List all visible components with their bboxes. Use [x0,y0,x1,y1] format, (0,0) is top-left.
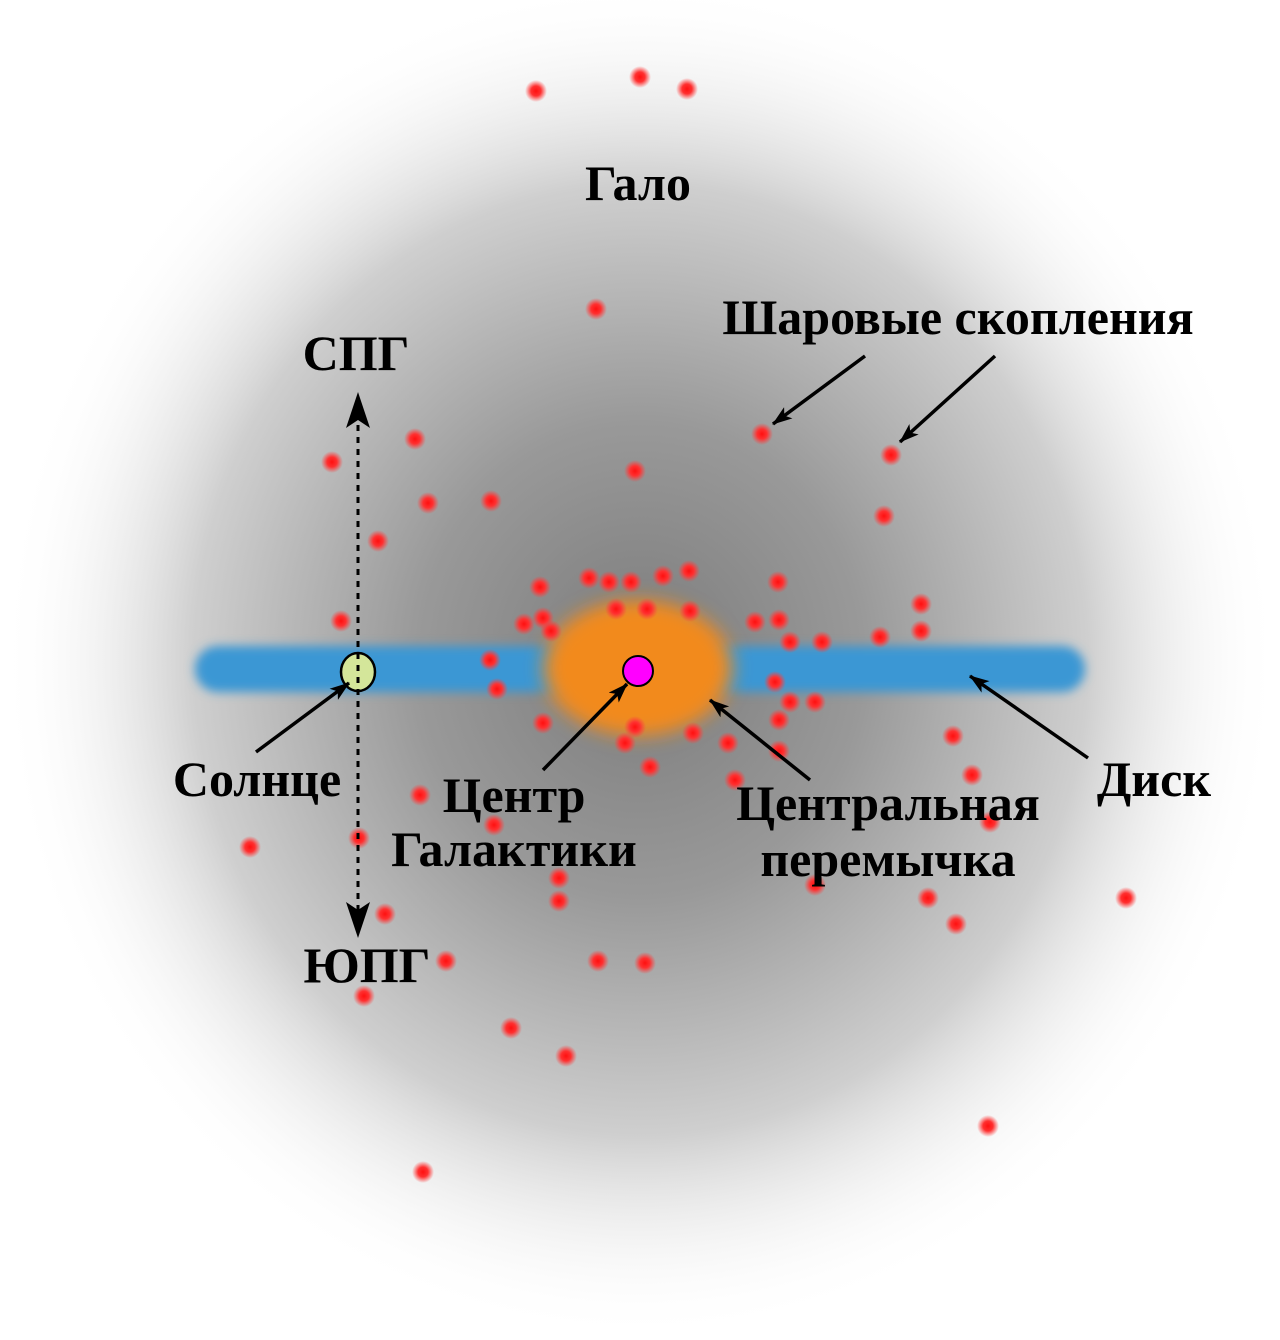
globular-cluster-dot [779,691,801,713]
globular-cluster-dot [374,903,396,925]
globular-cluster-dot [239,836,261,858]
globular-cluster-dot [525,80,547,102]
globular-cluster-dot [367,530,389,552]
globular-cluster-dot [548,867,570,889]
globular-cluster-dot [548,890,570,912]
globular-cluster-dot [435,950,457,972]
globular-cluster-dot [676,78,698,100]
globular-cluster-dot [500,1017,522,1039]
globular-cluster-dot [585,298,607,320]
globular-cluster-dot [417,492,439,514]
globular-cluster-dot [614,732,636,754]
globular-cluster-dot [764,671,786,693]
globular-cluster-dot [480,490,502,512]
globular-cluster-dot [1115,887,1137,909]
globular-cluster-dot [682,722,704,744]
globular-arrow-1 [771,354,867,426]
globular-cluster-dot [587,950,609,972]
globular-cluster-dot [636,598,658,620]
sun-label: Солнце [173,751,341,807]
globular-cluster-dot [412,1161,434,1183]
center-arrow [541,682,629,772]
globular-cluster-dot [779,631,801,653]
globular-cluster-dot [330,610,352,632]
central-bar-label-line1: Центральная [736,775,1040,831]
sgp-label: ЮПГ [303,937,430,993]
globular-cluster-dot [404,428,426,450]
globular-cluster-dot [321,451,343,473]
sun-arrow [254,681,351,754]
globular-cluster-dot [555,1045,577,1067]
globular-cluster-dot [767,571,789,593]
globular-cluster-dot [409,784,431,806]
globular-cluster-dot [945,913,967,935]
globular-cluster-dot [768,740,790,762]
globular-cluster-dot [679,600,701,622]
bar-arrow [708,698,812,782]
globular-cluster-dot [479,649,501,671]
globular-cluster-dot [880,444,902,466]
halo-label: Гало [585,155,691,211]
galactic-center-label-line1: Центр [443,767,586,823]
galactic-center-label-line2: Галактики [391,821,637,877]
globular-cluster-dot [751,423,773,445]
disk-label: Диск [1097,751,1211,807]
globular-cluster-dot [942,725,964,747]
globular-cluster-dot [910,593,932,615]
globular-cluster-dot [532,712,554,734]
globular-cluster-dot [486,678,508,700]
globular-cluster-dot [652,565,674,587]
globular-cluster-dot [605,598,627,620]
globular-cluster-dot [804,691,826,713]
globular-cluster-dot [768,609,790,631]
globular-cluster-dot [624,716,646,738]
globular-cluster-dot [598,571,620,593]
globular-clusters [239,66,1137,1183]
globular-cluster-dot [979,811,1001,833]
globular-cluster-dot [811,631,833,653]
globular-arrow-2 [898,354,997,444]
globular-cluster-dot [717,732,739,754]
globular-cluster-dot [483,814,505,836]
globular-cluster-dot [639,756,661,778]
globular-cluster-dot [917,887,939,909]
globular-cluster-dot [620,571,642,593]
globular-cluster-dot [578,567,600,589]
globular-cluster-dot [744,611,766,633]
globular-cluster-dot [873,505,895,527]
sgp-arrowhead [346,902,370,938]
globular-cluster-dot [629,66,651,88]
globular-cluster-dot [540,620,562,642]
ngp-label: СПГ [303,325,410,381]
globular-clusters-label: Шаровые скопления [722,289,1193,345]
globular-cluster-dot [804,874,826,896]
globular-cluster-dot [961,764,983,786]
globular-cluster-dot [529,576,551,598]
globular-cluster-dot [977,1115,999,1137]
globular-cluster-dot [768,709,790,731]
ngp-arrowhead [346,392,370,428]
globular-cluster-dot [513,613,535,635]
globular-cluster-dot [678,560,700,582]
globular-cluster-dot [353,985,375,1007]
globular-cluster-dot [910,620,932,642]
globular-cluster-dot [724,769,746,791]
disk-arrow [969,674,1089,760]
globular-cluster-dot [624,460,646,482]
globular-cluster-dot [634,952,656,974]
central-bar-label-line2: перемычка [760,831,1015,887]
globular-cluster-dot [869,626,891,648]
galactic-center-marker [622,655,654,687]
